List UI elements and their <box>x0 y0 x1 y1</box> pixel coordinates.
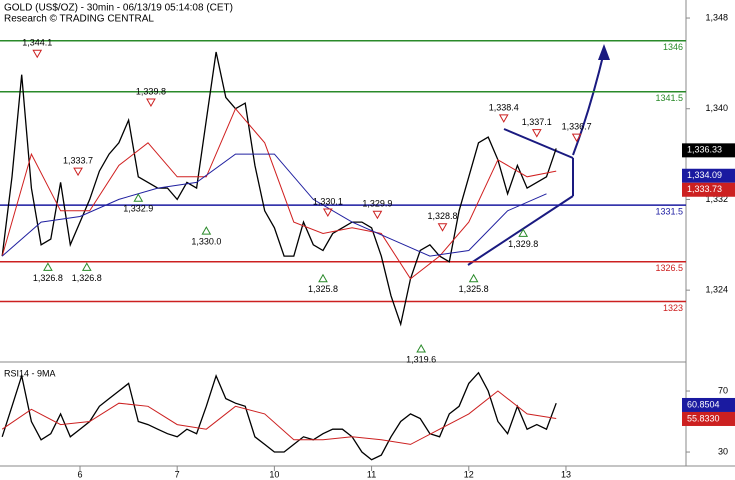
low-label: 1,330.0 <box>191 236 221 246</box>
series-line <box>1 51 557 327</box>
high-label: 1,328.8 <box>428 211 458 221</box>
arrow-head <box>598 44 610 60</box>
high-marker <box>322 208 333 217</box>
high-marker <box>531 129 542 138</box>
last-value-box <box>682 143 735 158</box>
y-tick-label: 1,332 <box>705 194 728 204</box>
last-value-label: 1,334.09 <box>687 170 722 180</box>
high-label: 1,338.4 <box>489 102 519 112</box>
high-label: 1,336.7 <box>562 122 592 132</box>
high-marker <box>498 114 509 123</box>
x-tick-label: 10 <box>269 469 279 479</box>
last-value-label: 1,336.33 <box>687 145 722 155</box>
low-marker <box>416 344 427 353</box>
high-marker <box>372 210 383 220</box>
high-marker <box>73 167 83 177</box>
low-marker <box>201 226 212 235</box>
series-line <box>1 390 557 445</box>
low-label: 1,332.9 <box>123 204 153 214</box>
y-tick-label: 1,324 <box>705 285 728 295</box>
series-line <box>1 371 557 461</box>
forecast-arrow <box>572 51 605 156</box>
high-label: 1,339.8 <box>136 86 166 96</box>
high-marker <box>146 98 156 108</box>
high-label: 1,344.1 <box>22 38 52 48</box>
high-marker <box>571 133 582 143</box>
high-label: 1,337.1 <box>522 117 552 127</box>
series-line <box>1 153 547 257</box>
y-tick-label: 30 <box>718 446 728 456</box>
y-tick-label: 1,348 <box>705 12 728 22</box>
low-label: 1,325.8 <box>308 284 338 294</box>
trendline <box>467 195 574 266</box>
level-label: 1326.5 <box>655 263 683 273</box>
trendline <box>503 128 574 159</box>
low-marker <box>518 228 529 237</box>
level-label: 1323 <box>663 303 683 313</box>
low-label: 1,326.8 <box>72 273 102 283</box>
x-tick-label: 7 <box>175 469 180 479</box>
x-tick-label: 12 <box>464 469 474 479</box>
high-label: 1,333.7 <box>63 156 93 166</box>
last-value-box <box>682 168 735 183</box>
last-value-label: 1,333.73 <box>687 184 722 194</box>
last-value-box <box>682 182 735 197</box>
low-marker <box>133 193 144 202</box>
low-label: 1,319.6 <box>406 354 436 364</box>
y-tick-label: 70 <box>718 385 728 395</box>
y-tick-label: 1,340 <box>705 103 728 113</box>
chart-subtitle: Research © TRADING CENTRAL <box>4 14 154 25</box>
high-label: 1,330.1 <box>313 196 343 206</box>
pattern-lines <box>467 44 610 266</box>
x-tick-label: 6 <box>77 469 82 479</box>
high-label: 1,329.9 <box>362 199 392 209</box>
level-label: 1341.5 <box>655 93 683 103</box>
low-marker <box>468 273 479 283</box>
last-value-box <box>682 397 735 412</box>
low-label: 1,325.8 <box>459 284 489 294</box>
high-marker <box>437 223 448 232</box>
last-value-box <box>682 411 735 426</box>
low-label: 1,326.8 <box>33 273 63 283</box>
low-marker <box>81 262 92 271</box>
level-label: 1331.5 <box>655 206 683 216</box>
level-label: 1346 <box>663 42 683 52</box>
low-marker <box>43 262 53 271</box>
rsi-title: RSI14 - 9MA <box>4 368 56 378</box>
chart-title: GOLD (US$/OZ) - 30min - 06/13/19 05:14:0… <box>4 3 233 14</box>
low-marker <box>318 273 328 283</box>
x-tick-label: 11 <box>367 469 376 479</box>
series-line <box>1 107 557 280</box>
high-marker <box>32 49 43 59</box>
last-value-label: 60.8504 <box>687 399 720 409</box>
x-tick-label: 13 <box>561 469 571 479</box>
last-value-label: 55.8330 <box>687 413 720 423</box>
low-label: 1,329.8 <box>508 239 538 249</box>
